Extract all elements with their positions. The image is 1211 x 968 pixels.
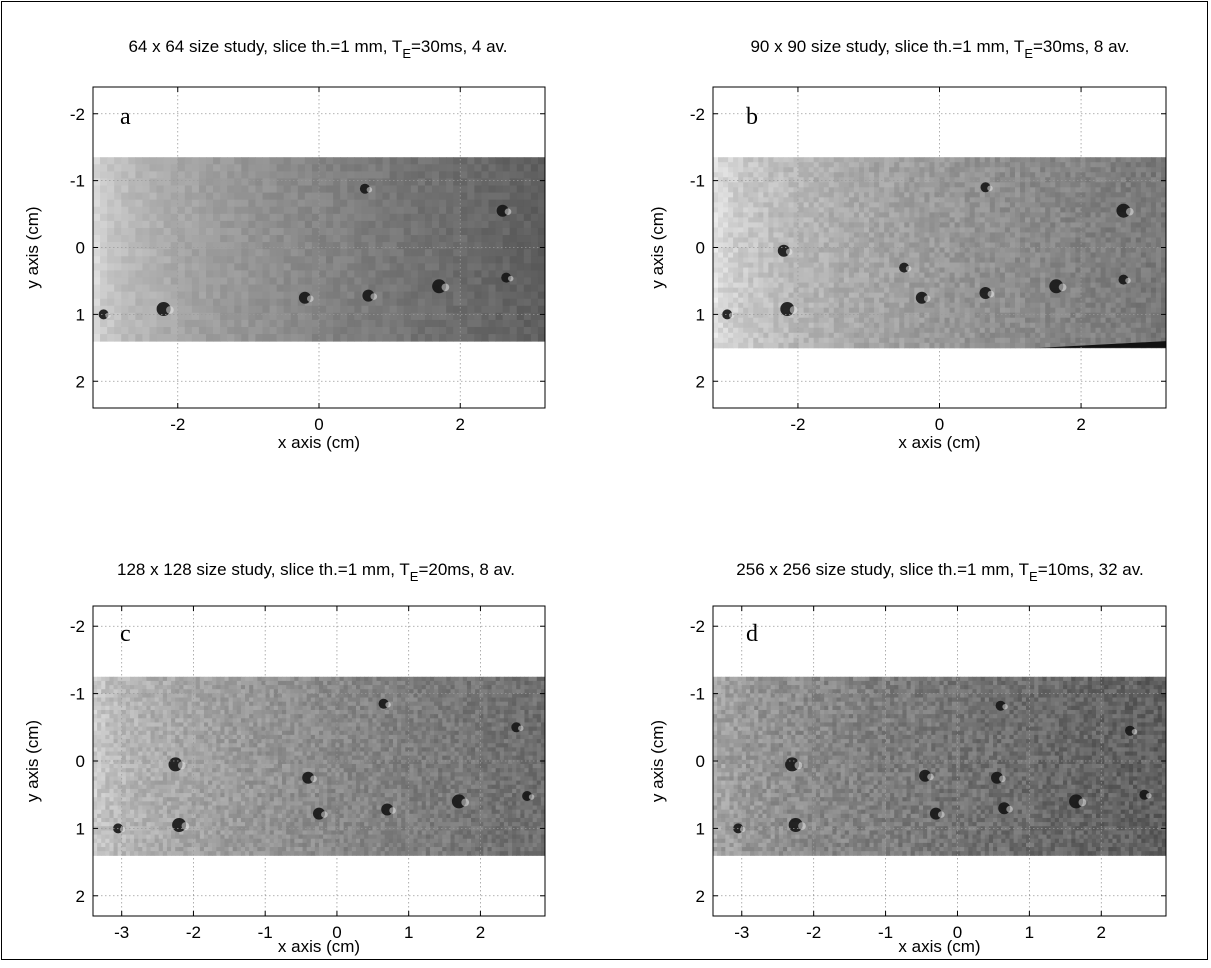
x-tick-label: 2: [1097, 923, 1106, 942]
panel-title: 90 x 90 size study, slice th.=1 mm, TE=3…: [750, 37, 1129, 61]
y-axis-label: y axis (cm): [648, 206, 667, 288]
y-tick-label: 1: [76, 305, 85, 324]
y-tick-label: 2: [76, 887, 85, 906]
y-axis-label: y axis (cm): [648, 720, 667, 802]
x-tick-label: -3: [734, 923, 749, 942]
x-tick-label: -2: [186, 923, 201, 942]
x-axis-label: x axis (cm): [898, 937, 980, 956]
y-tick-label: 0: [696, 752, 705, 771]
x-tick-label: 2: [1076, 415, 1085, 434]
x-tick-label: -2: [806, 923, 821, 942]
y-axis-label: y axis (cm): [23, 206, 42, 288]
y-tick-label: -2: [690, 617, 705, 636]
y-tick-label: 0: [696, 239, 705, 258]
x-tick-label: -2: [170, 415, 185, 434]
y-tick-label: 2: [76, 372, 85, 391]
panel-a: -2 0 2 -2 -1 0 1 2 x axis (cm) y axis (cm) 64 x 64…: [23, 37, 546, 452]
panel-title: 256 x 256 size study, slice th.=1 mm, TE…: [736, 560, 1143, 584]
x-tick-label: 2: [476, 923, 485, 942]
x-axis-label: x axis (cm): [278, 937, 360, 956]
y-axis-label: y axis (cm): [23, 720, 42, 802]
x-tick-label: -1: [258, 923, 273, 942]
y-tick-label: 2: [696, 372, 705, 391]
y-tick-label: -2: [70, 617, 85, 636]
x-tick-label: -1: [878, 923, 893, 942]
x-tick-label: 0: [935, 415, 944, 434]
y-tick-label: -2: [690, 105, 705, 124]
x-tick-label: 1: [1025, 923, 1034, 942]
y-tick-label: 1: [696, 305, 705, 324]
panel-letter: a: [120, 104, 131, 130]
x-tick-label: 2: [456, 415, 465, 434]
y-tick-label: 1: [76, 819, 85, 838]
panel-title: 64 x 64 size study, slice th.=1 mm, TE=3…: [128, 37, 507, 61]
mri-image: [93, 677, 546, 856]
x-tick-label: 1: [404, 923, 413, 942]
x-axis-label: x axis (cm): [278, 433, 360, 452]
x-tick-label: 0: [314, 415, 323, 434]
y-tick-label: 0: [76, 752, 85, 771]
y-tick-label: -1: [70, 685, 85, 704]
panel-letter: c: [120, 621, 131, 647]
x-tick-label: -2: [790, 415, 805, 434]
mri-image: [93, 157, 546, 341]
y-tick-label: -1: [70, 172, 85, 191]
panel-b: -2 0 2 -2 -1 0 1 2 x axis (cm) y axis (cm) 90 x 90…: [648, 37, 1167, 452]
panel-letter: d: [746, 621, 758, 647]
x-axis-label: x axis (cm): [898, 433, 980, 452]
panel-title: 128 x 128 size study, slice th.=1 mm, TE…: [117, 560, 515, 584]
y-tick-label: -2: [70, 105, 85, 124]
x-tick-label: -3: [114, 923, 129, 942]
panel-letter: b: [746, 104, 758, 130]
y-tick-label: -1: [690, 685, 705, 704]
mri-image: [713, 677, 1167, 856]
y-tick-label: 2: [696, 887, 705, 906]
y-tick-label: -1: [690, 172, 705, 191]
y-tick-label: 0: [76, 239, 85, 258]
y-tick-label: 1: [696, 819, 705, 838]
